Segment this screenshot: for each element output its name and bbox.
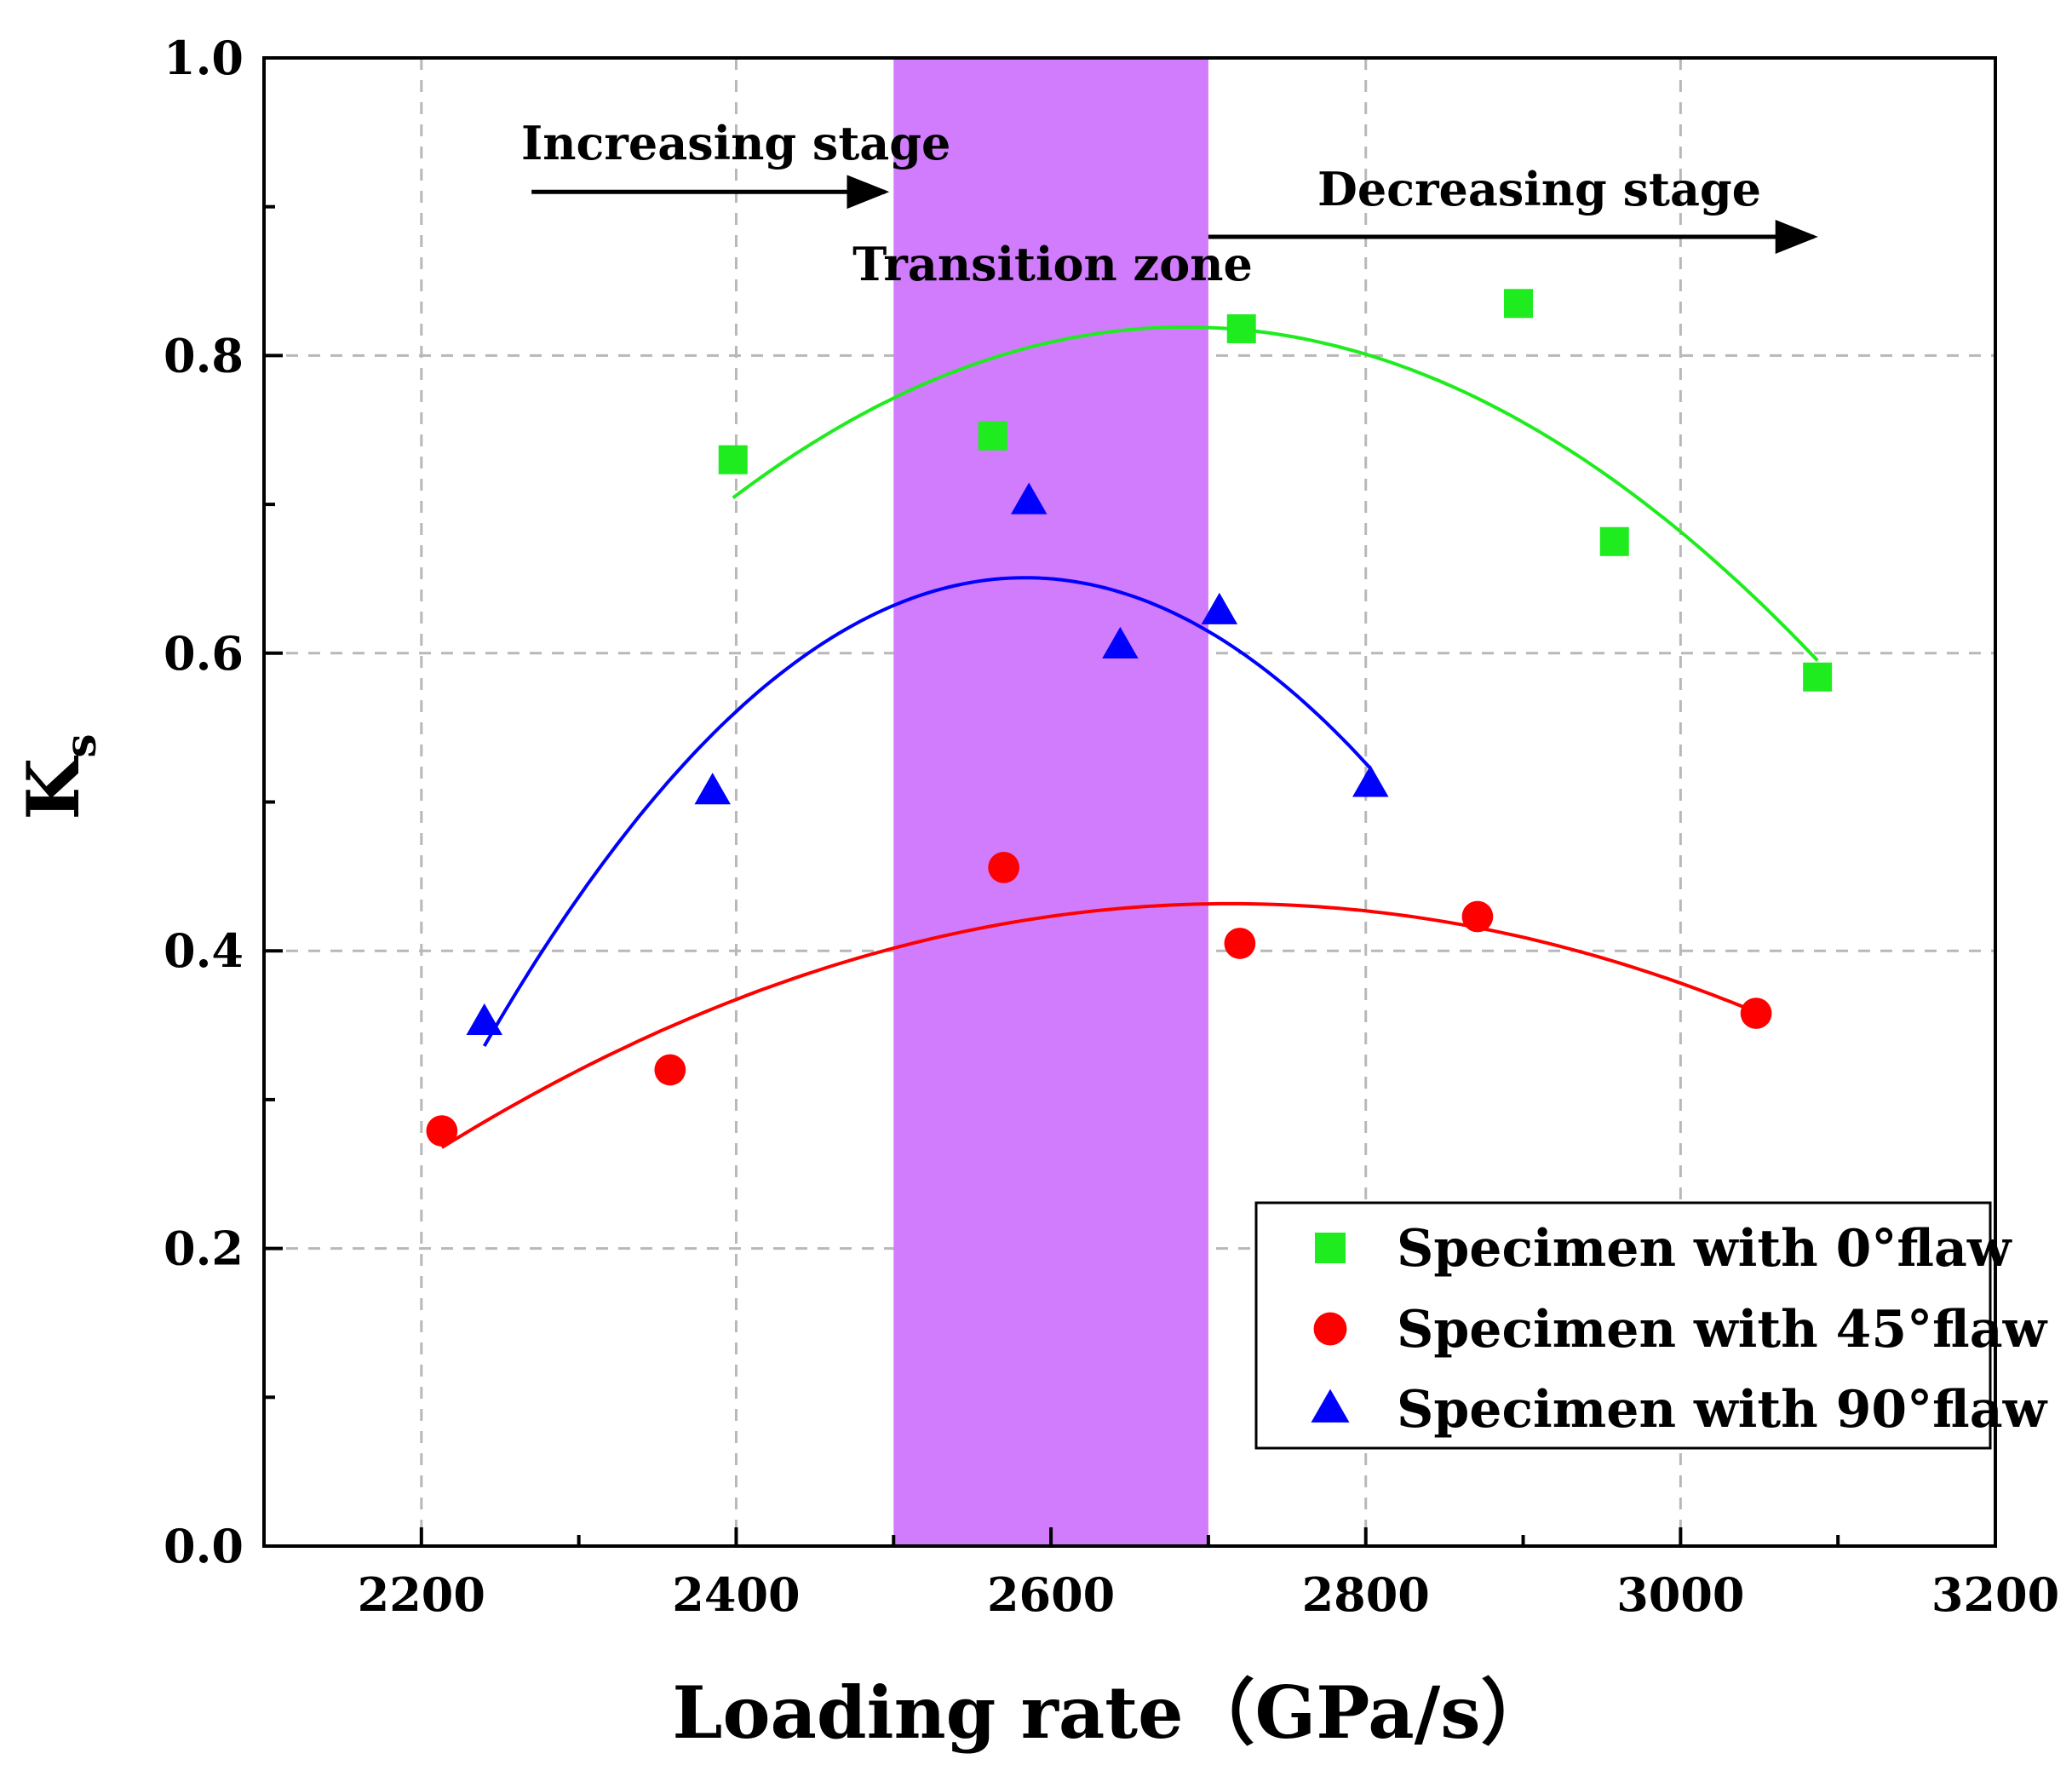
data-point-series-2 <box>466 1003 502 1036</box>
data-point-series-2 <box>694 773 731 805</box>
legend-marker-series-1 <box>1313 1312 1347 1346</box>
transition-zone-layer <box>893 58 1208 1546</box>
y-tick-label: 0.6 <box>164 626 244 681</box>
x-tick-label: 2200 <box>358 1567 485 1622</box>
marker-layer <box>426 289 1833 1147</box>
data-point-series-1 <box>1740 997 1772 1029</box>
y-axis-title-subscript: s <box>55 733 106 757</box>
data-point-series-0 <box>1226 313 1256 343</box>
data-point-series-0 <box>1599 526 1629 556</box>
legend-marker-series-0 <box>1315 1233 1346 1263</box>
data-point-series-2 <box>1352 765 1389 797</box>
data-point-series-0 <box>1504 289 1534 319</box>
data-point-series-2 <box>1010 482 1047 515</box>
data-point-series-1 <box>1224 928 1256 959</box>
data-point-series-1 <box>654 1054 686 1086</box>
increasing-stage-label: Increasing stage <box>521 116 950 170</box>
fit-curve-series-0 <box>732 325 1819 662</box>
y-tick-label: 0.0 <box>164 1519 244 1573</box>
legend-label-series-1: Specimen with 45°flaw <box>1397 1300 2048 1360</box>
y-tick-label: 1.0 <box>164 31 244 85</box>
data-point-series-1 <box>1461 900 1494 933</box>
legend-label-series-0: Specimen with 0°flaw <box>1397 1219 2012 1279</box>
transition-zone-label: Transition zone <box>852 237 1253 291</box>
fit-curve-series-2 <box>482 576 1372 1048</box>
legend-box <box>1254 1201 1992 1450</box>
fit-curve-layer <box>440 325 1819 1149</box>
y-tick-label: 0.8 <box>164 328 244 382</box>
y-tick-label: 0.4 <box>164 923 244 978</box>
data-point-series-0 <box>1803 662 1833 692</box>
x-tick-label: 3000 <box>1616 1567 1744 1622</box>
transition-zone-band <box>893 58 1208 1546</box>
data-point-series-0 <box>718 445 748 474</box>
data-point-series-2 <box>1201 592 1238 624</box>
legend: Specimen with 0°flaw Specimen with 45°fla… <box>1254 1201 2048 1450</box>
y-tick-label: 0.2 <box>164 1222 244 1276</box>
x-tick-label: 2800 <box>1302 1567 1430 1622</box>
axes-frame-layer <box>262 56 1997 1548</box>
data-point-series-2 <box>1102 626 1139 659</box>
decreasing-stage-label: Decreasing stage <box>1317 162 1761 216</box>
legend-label-series-2: Specimen with 90°flaw <box>1397 1380 2048 1440</box>
tick-label-layer: 2200 2400 2600 2800 3000 3200 0.0 0.2 0.4 0.6 0.8 1… <box>164 31 2059 1622</box>
data-point-series-0 <box>978 421 1007 451</box>
data-point-series-1 <box>988 852 1020 883</box>
y-axis-title: Ks <box>11 733 106 819</box>
x-tick-label: 3200 <box>1931 1567 2059 1622</box>
annotation-layer: Increasing stage Decreasing stage Transiti… <box>521 116 1818 291</box>
x-axis-title: Loading rate（GPa/s） <box>672 1670 1552 1755</box>
x-tick-label: 2600 <box>987 1567 1115 1622</box>
fit-curve-series-1 <box>440 901 1757 1149</box>
legend-marker-series-2 <box>1311 1388 1350 1423</box>
data-point-series-1 <box>426 1115 458 1147</box>
x-tick-label: 2400 <box>672 1567 800 1622</box>
